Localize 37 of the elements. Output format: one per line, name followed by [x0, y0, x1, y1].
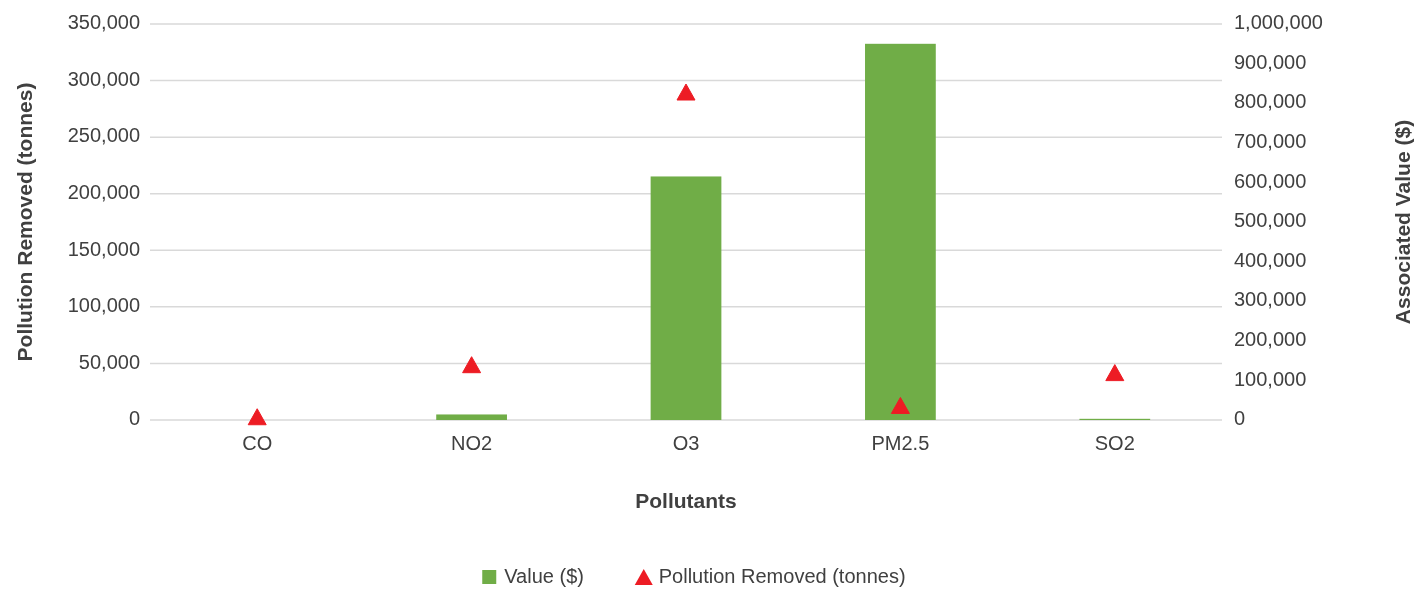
y2-tick-label: 600,000 — [1234, 169, 1307, 192]
y2-tick-label: 200,000 — [1234, 328, 1307, 351]
x-tick-label: CO — [242, 432, 273, 454]
y2-tick-label: 900,000 — [1234, 50, 1307, 73]
y2-axis-title: Associated Value ($) — [1391, 119, 1414, 325]
y-tick-label: 350,000 — [67, 11, 140, 34]
y2-tick-label: 400,000 — [1234, 248, 1307, 271]
y-tick-label: 50,000 — [78, 350, 140, 373]
y2-tick-label: 0 — [1234, 407, 1246, 430]
x-tick-label: O3 — [672, 432, 700, 454]
x-tick-label: NO2 — [451, 432, 493, 454]
y2-tick-label: 1,000,000 — [1234, 11, 1323, 34]
point — [890, 396, 910, 414]
y2-tick-label: 800,000 — [1234, 90, 1307, 113]
y-tick-label: 100,000 — [67, 294, 140, 317]
x-axis-title: Pollutants — [635, 489, 737, 512]
x-tick-label: PM2.5 — [871, 432, 930, 454]
legend-label: Pollution Removed (tonnes) — [658, 565, 906, 588]
point — [676, 83, 696, 101]
y-tick-label: 200,000 — [67, 181, 140, 203]
bar — [650, 176, 722, 420]
point — [1105, 364, 1125, 382]
y-tick-label: 150,000 — [67, 237, 140, 260]
y-tick-label: 300,000 — [67, 67, 140, 90]
bar — [865, 43, 936, 420]
y2-tick-label: 300,000 — [1234, 288, 1307, 311]
y-tick-label: 250,000 — [67, 124, 140, 147]
y2-tick-label: 500,000 — [1234, 209, 1307, 232]
x-tick-label: SO2 — [1094, 432, 1135, 454]
y-axis-title: Pollution Removed (tonnes) — [13, 82, 36, 362]
legend-label: Value ($) — [504, 565, 584, 588]
bar — [436, 414, 507, 420]
point — [462, 356, 482, 374]
y2-tick-label: 100,000 — [1234, 367, 1307, 390]
y-tick-label: 0 — [128, 407, 140, 430]
y2-tick-label: 700,000 — [1234, 130, 1307, 153]
point — [247, 408, 267, 426]
